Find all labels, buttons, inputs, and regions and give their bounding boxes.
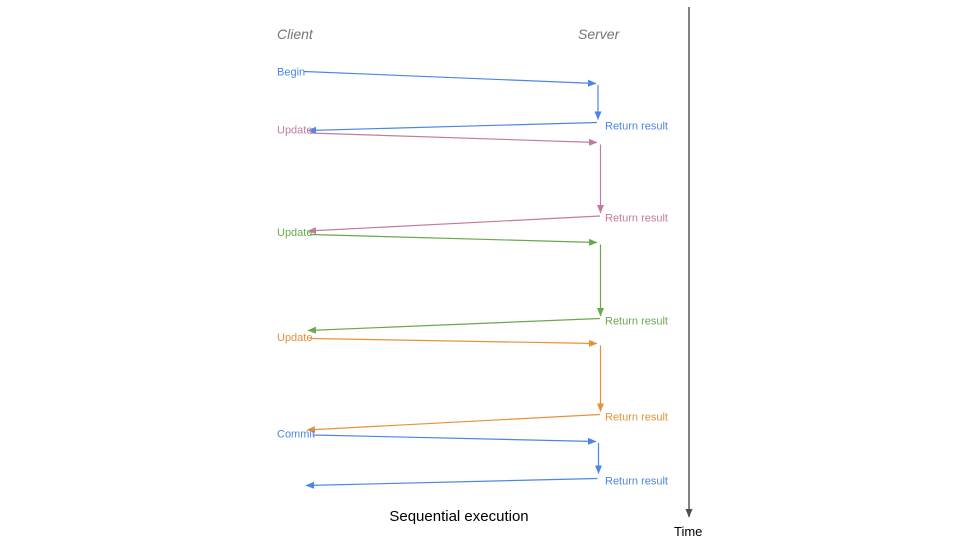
return-arrow [307,215,601,235]
return-arrow [307,121,598,134]
message-label: Update [277,227,312,239]
message-label: Commit [277,429,315,441]
request-arrow [303,70,597,87]
message-cycle-update: Update Return result [277,332,668,434]
return-arrow [305,477,598,489]
return-arrow [307,317,601,334]
return-result-label: Return result [605,213,668,225]
request-arrow [309,337,598,347]
return-result-label: Return result [605,412,668,424]
server-lane-header: Server [578,26,621,42]
client-lane-header: Client [277,26,314,42]
return-result-label: Return result [605,476,668,488]
caption: Sequential execution [389,508,528,525]
request-arrow [312,434,597,445]
message-cycle-begin: Begin Return result [277,67,668,134]
time-axis: Time [674,7,702,539]
return-arrow [306,413,601,434]
message-label: Begin [277,67,305,79]
return-result-label: Return result [605,316,668,328]
message-label: Update [277,332,312,344]
request-arrow [309,132,598,146]
message-cycle-update: Update Return result [277,125,668,235]
request-arrow [309,233,598,246]
message-cycle-commit: Commit Return result [277,429,668,489]
message-cycle-update: Update Return result [277,227,668,334]
return-result-label: Return result [605,121,668,133]
time-axis-label: Time [674,524,702,539]
message-label: Update [277,125,312,137]
